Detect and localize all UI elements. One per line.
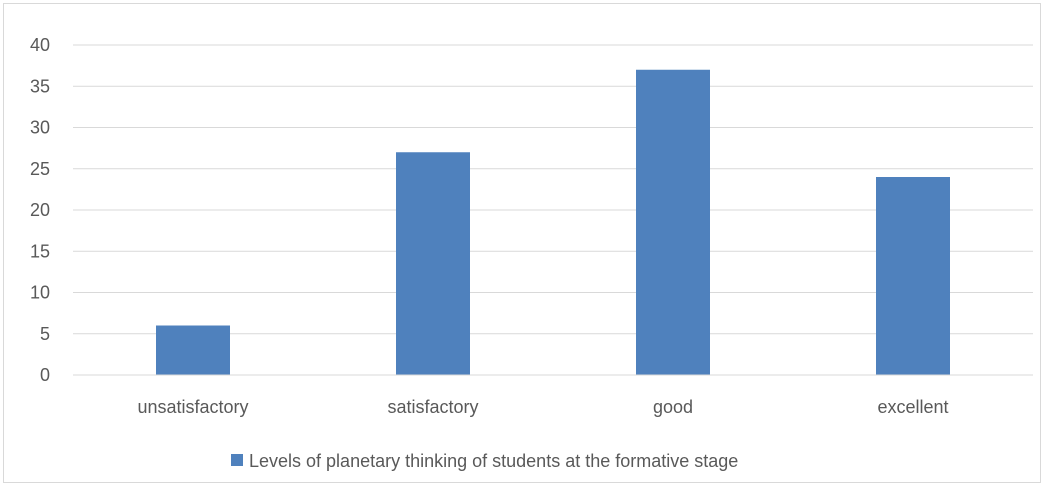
bar-satisfactory [396, 152, 470, 375]
y-tick-label: 15 [30, 241, 50, 261]
bar-unsatisfactory [156, 325, 230, 375]
y-tick-label: 5 [40, 324, 50, 344]
y-tick-label: 30 [30, 118, 50, 138]
y-axis-tick-labels: 0 5 10 15 20 25 30 35 40 [30, 35, 50, 385]
legend-swatch [231, 454, 243, 466]
y-tick-label: 35 [30, 76, 50, 96]
gridlines [73, 44, 1033, 335]
x-tick-label: good [653, 397, 693, 417]
y-tick-label: 40 [30, 35, 50, 55]
y-tick-label: 0 [40, 365, 50, 385]
y-tick-label: 25 [30, 159, 50, 179]
y-tick-label: 20 [30, 200, 50, 220]
x-tick-label: satisfactory [387, 397, 478, 417]
bar-excellent [876, 177, 950, 375]
legend-label: Levels of planetary thinking of students… [249, 451, 738, 471]
y-tick-label: 10 [30, 283, 50, 303]
x-tick-label: unsatisfactory [137, 397, 248, 417]
chart-frame [3, 3, 1041, 483]
bars [156, 69, 950, 375]
x-axis-tick-labels: unsatisfactory satisfactory good excellent [137, 397, 948, 417]
bar-good [636, 69, 710, 375]
x-tick-label: excellent [877, 397, 948, 417]
legend: Levels of planetary thinking of students… [231, 451, 738, 471]
